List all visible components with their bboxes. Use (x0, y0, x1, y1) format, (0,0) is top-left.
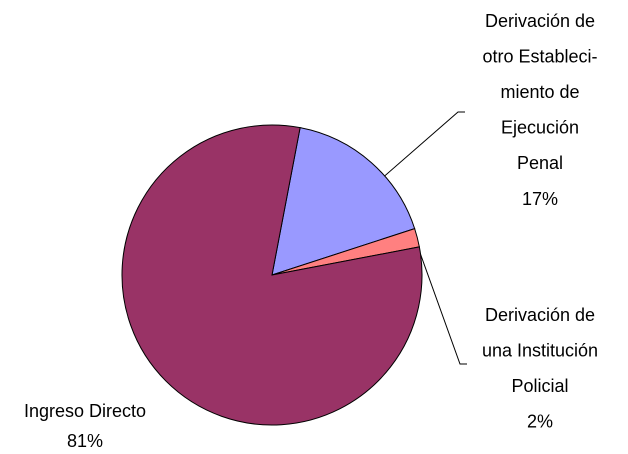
value-label: 17% (522, 189, 558, 209)
value-label: 81% (67, 431, 103, 451)
slice-label: Ejecución (501, 118, 579, 138)
slice-label: otro Estableci- (482, 46, 597, 66)
slice-label: miento de (500, 82, 579, 102)
slice-label: Penal (517, 153, 563, 173)
leader-line (418, 249, 467, 365)
pie-slice (271, 127, 416, 276)
slice-label: Policial (511, 376, 568, 396)
value-label: 2% (527, 411, 553, 431)
slice-label: Ingreso Directo (24, 401, 146, 421)
slice-label: una Institución (482, 340, 598, 360)
slice-label: Derivación de (485, 305, 595, 325)
leader-line (379, 111, 465, 181)
pie-slice (121, 124, 423, 426)
slice-label: Derivación de (485, 11, 595, 31)
